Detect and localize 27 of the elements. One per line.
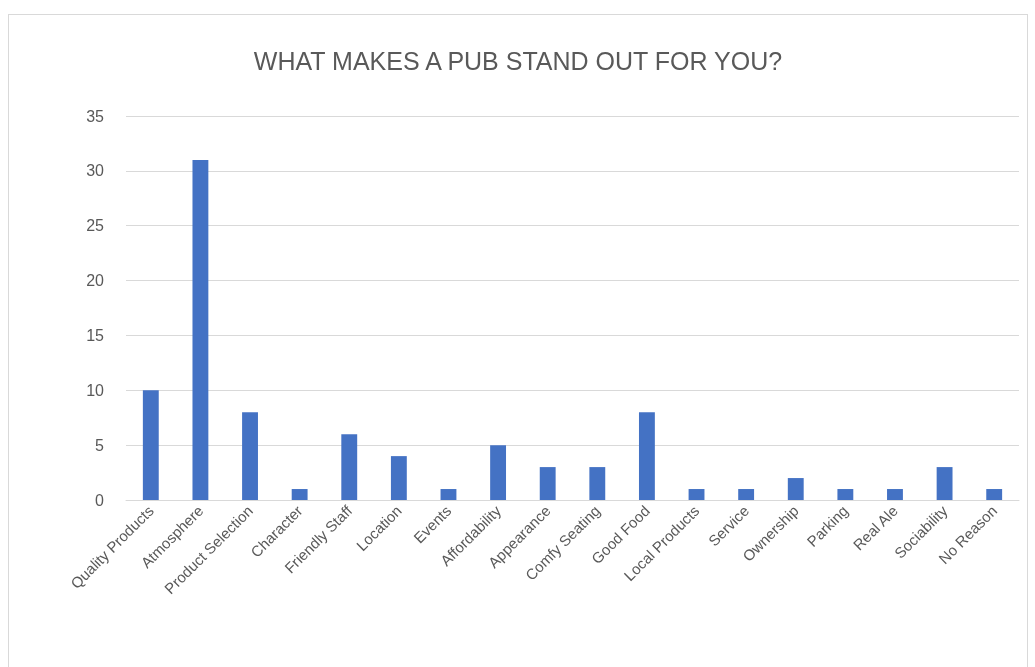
bar (539, 467, 556, 500)
chart-title: WHAT MAKES A PUB STAND OUT FOR YOU? (253, 46, 783, 75)
bar (589, 467, 606, 500)
y-tick-label: 15 (86, 326, 105, 344)
y-tick-label: 35 (86, 107, 105, 125)
bar (490, 445, 507, 500)
y-tick-label: 30 (86, 162, 105, 180)
bar (837, 489, 854, 500)
bar (192, 159, 209, 500)
bar (242, 412, 258, 500)
y-tick-label: 10 (86, 381, 105, 399)
bar (390, 456, 407, 500)
bar (688, 489, 705, 500)
y-tick-label: 25 (86, 217, 105, 235)
bar (986, 489, 1003, 500)
bar (291, 489, 308, 500)
bar (887, 489, 903, 500)
bar (738, 489, 755, 500)
bar (440, 489, 457, 500)
y-tick-label: 20 (86, 272, 105, 290)
bar (142, 390, 159, 500)
y-tick-label: 0 (95, 491, 105, 509)
bar (787, 478, 804, 500)
bar (341, 434, 358, 500)
bar (638, 412, 655, 500)
y-tick-label: 5 (95, 436, 105, 454)
bar (936, 467, 953, 500)
